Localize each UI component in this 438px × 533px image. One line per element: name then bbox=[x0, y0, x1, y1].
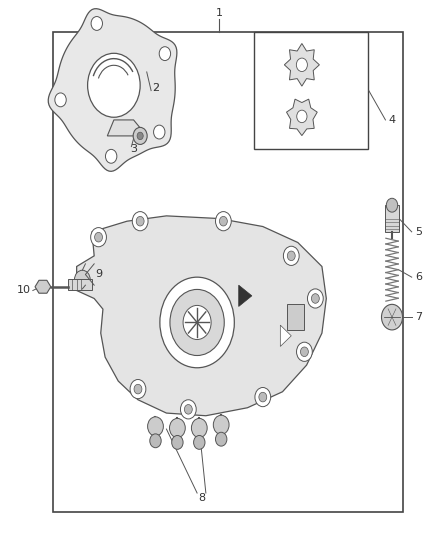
Circle shape bbox=[137, 132, 143, 140]
Circle shape bbox=[215, 432, 227, 446]
Circle shape bbox=[219, 216, 227, 226]
Circle shape bbox=[213, 415, 229, 434]
Polygon shape bbox=[48, 9, 177, 171]
Text: 2: 2 bbox=[152, 83, 159, 93]
Bar bbox=[385, 205, 399, 232]
Text: 9: 9 bbox=[95, 270, 102, 279]
Circle shape bbox=[194, 435, 205, 449]
Circle shape bbox=[170, 289, 224, 356]
Circle shape bbox=[170, 418, 185, 438]
Polygon shape bbox=[107, 120, 140, 136]
Circle shape bbox=[136, 216, 144, 226]
Circle shape bbox=[381, 304, 403, 330]
Polygon shape bbox=[286, 99, 317, 135]
Circle shape bbox=[154, 125, 165, 139]
Circle shape bbox=[297, 110, 307, 123]
Circle shape bbox=[91, 228, 106, 247]
Circle shape bbox=[297, 342, 312, 361]
Text: 3: 3 bbox=[130, 144, 137, 154]
Text: 5: 5 bbox=[415, 227, 422, 237]
Circle shape bbox=[191, 418, 207, 438]
Circle shape bbox=[133, 127, 147, 144]
Circle shape bbox=[300, 347, 308, 357]
Circle shape bbox=[148, 417, 163, 436]
Circle shape bbox=[307, 289, 323, 308]
Circle shape bbox=[130, 379, 146, 399]
Circle shape bbox=[215, 212, 231, 231]
Text: 1: 1 bbox=[215, 9, 223, 18]
Bar bbox=[287, 304, 304, 330]
Circle shape bbox=[283, 246, 299, 265]
Circle shape bbox=[180, 400, 196, 419]
Polygon shape bbox=[280, 325, 291, 346]
Text: 10: 10 bbox=[17, 286, 31, 295]
Circle shape bbox=[106, 149, 117, 163]
Circle shape bbox=[134, 384, 142, 394]
Text: 2: 2 bbox=[152, 83, 159, 93]
Circle shape bbox=[172, 435, 183, 449]
Text: 2: 2 bbox=[152, 83, 159, 93]
Circle shape bbox=[184, 405, 192, 414]
Circle shape bbox=[95, 232, 102, 242]
Text: 7: 7 bbox=[415, 312, 422, 322]
Circle shape bbox=[160, 277, 234, 368]
Circle shape bbox=[88, 53, 140, 117]
Polygon shape bbox=[284, 44, 319, 86]
Circle shape bbox=[311, 294, 319, 303]
Bar bbox=[254, 32, 368, 149]
Circle shape bbox=[91, 17, 102, 30]
Circle shape bbox=[297, 58, 307, 71]
Circle shape bbox=[74, 270, 90, 289]
Bar bbox=[53, 32, 403, 512]
Circle shape bbox=[183, 305, 211, 340]
Polygon shape bbox=[77, 216, 326, 416]
Bar bbox=[68, 279, 92, 290]
Circle shape bbox=[259, 392, 267, 402]
Circle shape bbox=[159, 47, 170, 61]
Circle shape bbox=[150, 434, 161, 448]
Text: 6: 6 bbox=[415, 272, 422, 282]
Polygon shape bbox=[35, 280, 51, 293]
Text: 4: 4 bbox=[389, 115, 396, 125]
Circle shape bbox=[255, 387, 271, 407]
Circle shape bbox=[287, 251, 295, 261]
Circle shape bbox=[132, 212, 148, 231]
Circle shape bbox=[386, 198, 398, 212]
Text: 8: 8 bbox=[198, 494, 205, 503]
Polygon shape bbox=[239, 285, 252, 306]
Circle shape bbox=[55, 93, 66, 107]
